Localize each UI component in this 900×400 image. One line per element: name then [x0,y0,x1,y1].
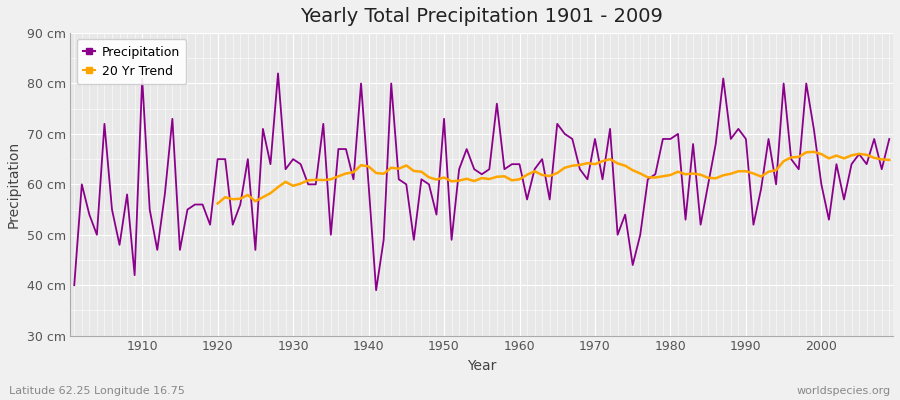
X-axis label: Year: Year [467,359,497,373]
Text: Latitude 62.25 Longitude 16.75: Latitude 62.25 Longitude 16.75 [9,386,184,396]
Title: Yearly Total Precipitation 1901 - 2009: Yearly Total Precipitation 1901 - 2009 [301,7,663,26]
Legend: Precipitation, 20 Yr Trend: Precipitation, 20 Yr Trend [76,39,186,84]
Text: worldspecies.org: worldspecies.org [796,386,891,396]
Y-axis label: Precipitation: Precipitation [7,141,21,228]
